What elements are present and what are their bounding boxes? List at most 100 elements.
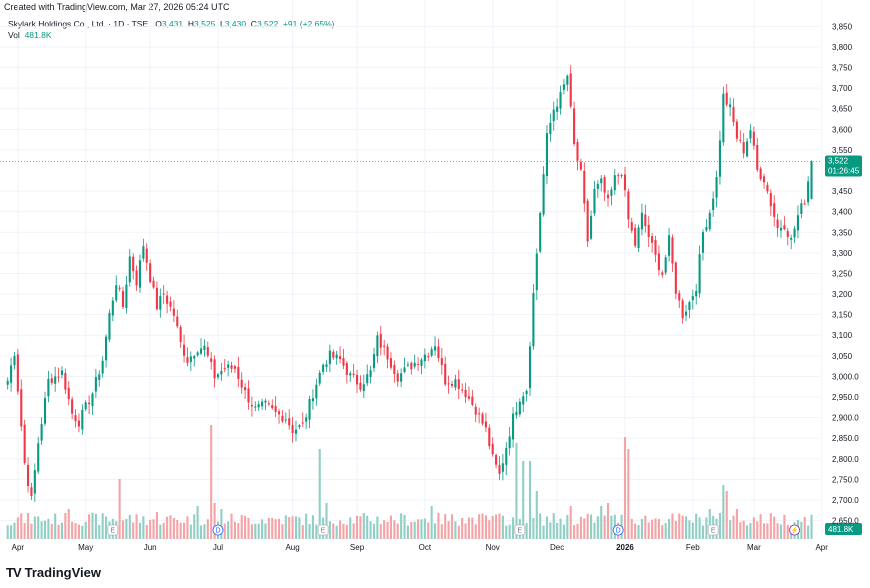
legend-open-label: O [155,19,162,29]
candle-body [369,370,372,377]
price-tick-label: 3,350 [832,228,853,237]
volume-bars [6,425,813,539]
volume-bar [583,518,586,539]
candle-body [512,413,515,440]
volume-bar [305,513,308,539]
volume-bar [193,514,196,539]
volume-bar [420,519,423,539]
candle-body [566,75,569,85]
earnings-icon [514,524,526,536]
candle-body [142,246,145,259]
candle-body [671,237,674,264]
candle-body [749,130,752,139]
candle-body [84,402,87,410]
volume-bar [396,523,399,539]
volume-bar [773,516,776,539]
candle-body [518,401,521,415]
candle-body [138,260,142,288]
volume-bar [271,517,274,539]
volume-bar [345,524,348,539]
candle-body [664,257,667,273]
candle-body [179,326,182,342]
volume-bar [634,523,637,539]
volume-bar [315,524,318,539]
candle-body [769,193,772,207]
time-axis[interactable]: Apr May Jun Jul Aug Sep Oct Nov Dec 2026 Feb Mar Apr [12,543,829,552]
volume-bar [318,449,321,539]
candle-body [674,262,677,294]
candle-body [206,347,209,356]
candle-body [71,399,74,414]
volume-bar [71,521,74,539]
candle-body [583,170,586,204]
volume-bar [559,518,562,539]
candle-body [13,355,16,366]
candle-body [661,272,664,275]
volume-bar [332,523,335,539]
candle-body [668,235,671,256]
time-tick-label: Apr [12,543,25,552]
candle-body [746,141,749,157]
candle-body [128,256,131,283]
volume-bar [386,521,389,539]
candle-body [396,373,399,382]
price-tick-label: 3,400 [832,208,853,217]
volume-bar [532,517,535,539]
volume-bar [206,519,209,539]
legend-title[interactable]: Skylark Holdings Co., Ltd. · 1D · TSE [8,19,149,29]
candle-body [233,366,236,369]
candle-body [573,108,576,144]
volume-bar [586,513,589,539]
candle-body [715,177,718,198]
price-tick-label: 3,050 [832,352,853,361]
candle-body [305,417,308,422]
volume-bar [308,524,311,539]
candle-body [691,296,694,301]
candle-body [274,406,277,412]
volume-bar [735,509,738,539]
candle-body [474,406,477,415]
volume-bar [74,522,77,539]
candle-body [732,107,735,123]
candle-body [701,232,705,253]
candle-body [155,287,158,310]
volume-bar [40,521,43,539]
volume-bar [281,524,284,539]
candle-body [166,295,169,304]
volume-bar [50,523,53,539]
candle-body [115,285,118,301]
earnings-icon [707,524,719,536]
volume-bar [196,506,199,539]
candle-body [766,184,769,192]
legend-volume-label[interactable]: Vol [8,30,20,40]
candle-body [522,396,525,405]
volume-bar [769,513,772,539]
candle-body [105,336,108,361]
volume-bar [261,519,264,539]
candle-body [722,93,725,143]
volume-bar [556,522,559,539]
price-axis[interactable]: 3,850 3,800 3,750 3,700 3,650 3,600 3,550 3,450… [832,22,859,525]
candle-body [705,226,708,231]
candle-body [729,104,732,108]
volume-bar [803,516,806,539]
candle-body [505,447,508,465]
candle-body [318,372,321,384]
dividend-icon [212,524,224,536]
time-tick-label: Jul [213,543,223,552]
candle-body [376,335,379,357]
volume-bar [339,520,342,539]
volume-bar [189,524,192,539]
candle-body [372,354,376,369]
price-tick-label: 2,650.0 [832,517,859,526]
candle-body [342,358,345,366]
volume-bar [47,518,50,539]
candle-body [569,73,572,107]
candle-body [301,422,304,424]
candle-body [40,424,43,441]
volume-bar [176,519,179,539]
time-tick-label: Feb [686,543,700,552]
candle-body [634,227,637,246]
volume-bar [766,523,769,539]
